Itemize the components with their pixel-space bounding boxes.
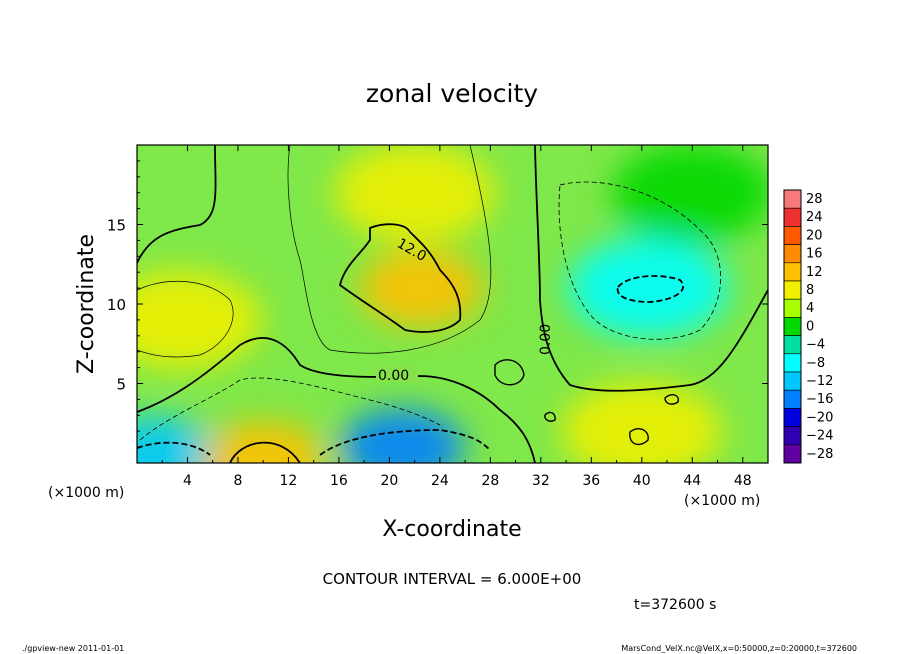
contour-label-bg-zero bbox=[376, 366, 418, 382]
colorbar-label: −12 bbox=[806, 374, 833, 389]
colorbar-swatch bbox=[783, 426, 802, 446]
contour-6-left bbox=[137, 280, 234, 358]
chart-title: zonal velocity bbox=[366, 79, 538, 108]
colorbar-swatch bbox=[783, 244, 802, 264]
colorbar-swatch bbox=[783, 226, 802, 245]
x-tick-label: 32 bbox=[532, 473, 550, 489]
colorbar-label: 28 bbox=[806, 192, 823, 207]
colorbar-swatch bbox=[783, 444, 802, 464]
footer-left: ./gpview-new 2011-01-01 bbox=[22, 644, 124, 653]
zero-contour-vertical bbox=[534, 145, 768, 392]
colorbar-swatch bbox=[783, 298, 802, 318]
x-tick-label: 40 bbox=[633, 473, 651, 489]
colorbar-swatch bbox=[783, 335, 802, 355]
colorbar-swatch bbox=[783, 189, 802, 209]
contour-neg12-right bbox=[616, 275, 684, 303]
contour-neg6-right bbox=[558, 181, 722, 340]
x-tick-label: 8 bbox=[233, 473, 242, 489]
field-feature-7 bbox=[334, 145, 496, 243]
x-tick-label: 28 bbox=[481, 473, 499, 489]
colorbar-swatch bbox=[783, 262, 802, 282]
contour-neg12-lower bbox=[137, 429, 491, 456]
contour-6-upper bbox=[287, 145, 492, 354]
contour-12-bottom bbox=[229, 441, 301, 463]
contour-small-islands bbox=[494, 359, 679, 446]
field-feature-2 bbox=[137, 270, 262, 370]
contour-label-zero-vertical: 0.00 bbox=[538, 324, 554, 355]
colorbar-label: 0 bbox=[806, 319, 814, 334]
y-tick-label: 15 bbox=[107, 217, 126, 235]
contour-label-zero: 0.00 bbox=[378, 368, 409, 384]
colorbar-label: −16 bbox=[806, 392, 833, 407]
x-tick-label: 36 bbox=[582, 473, 600, 489]
contour-neg6-lower bbox=[139, 377, 441, 441]
colorbar-label: 24 bbox=[806, 210, 823, 225]
colorbar-label: 8 bbox=[806, 283, 814, 298]
y-axis: 5 10 15 bbox=[107, 160, 768, 448]
x-tick-label: 24 bbox=[431, 473, 449, 489]
contour-12 bbox=[338, 223, 462, 333]
x-tick-label: 20 bbox=[380, 473, 398, 489]
colorbar-swatch bbox=[783, 207, 802, 227]
x-axis-label: X-coordinate bbox=[382, 517, 521, 542]
plot-area bbox=[137, 145, 768, 463]
field-feature-1 bbox=[567, 238, 729, 338]
colorbar-frame bbox=[783, 189, 802, 464]
field-feature-0 bbox=[358, 249, 484, 327]
colorbar-swatch bbox=[783, 371, 802, 391]
colorbar-swatch bbox=[783, 408, 802, 427]
velocity-field bbox=[137, 145, 768, 463]
colorbar-label: −8 bbox=[806, 356, 825, 371]
x-tick-label: 48 bbox=[734, 473, 752, 489]
time-stamp: t=372600 s bbox=[634, 597, 716, 613]
field-feature-3 bbox=[339, 408, 465, 463]
colorbar-swatch bbox=[783, 389, 802, 409]
x-tick-label: 16 bbox=[330, 473, 348, 489]
colorbar-label: −20 bbox=[806, 410, 833, 425]
colorbar-swatch bbox=[783, 353, 802, 373]
colorbar-swatch bbox=[783, 280, 802, 300]
field-feature-8 bbox=[611, 145, 768, 243]
field-feature-6 bbox=[200, 421, 326, 463]
colorbar-label: −4 bbox=[806, 338, 825, 353]
zero-contour-left bbox=[137, 145, 536, 463]
colorbar-label: −28 bbox=[806, 447, 833, 462]
x-tick-label: 44 bbox=[683, 473, 701, 489]
x-unit-left: (×1000 m) bbox=[48, 485, 124, 501]
footer-right: MarsCond_VelX.nc@VelX,x=0:50000,z=0:2000… bbox=[621, 644, 857, 653]
x-tick-label: 4 bbox=[183, 473, 192, 489]
contour-interval: CONTOUR INTERVAL = 6.000E+00 bbox=[323, 570, 582, 588]
colorbar-label: −24 bbox=[806, 429, 833, 444]
colorbar-swatch bbox=[783, 317, 802, 336]
colorbar-label: 4 bbox=[806, 301, 814, 316]
colorbar-label: 20 bbox=[806, 228, 823, 243]
colorbar-label: 16 bbox=[806, 247, 823, 262]
y-axis-label: Z-coordinate bbox=[74, 234, 99, 374]
field-feature-5 bbox=[561, 381, 723, 463]
colorbar-label: 12 bbox=[806, 265, 823, 280]
colorbar: 28 24 20 16 12 8 4 0 −4 −8 −12 −16 −20 −24 −28 bbox=[783, 189, 833, 464]
field-feature-4 bbox=[137, 416, 219, 463]
y-tick-label: 10 bbox=[107, 296, 126, 314]
x-tick-label: 12 bbox=[280, 473, 298, 489]
x-axis: 4 8 12 16 20 24 28 32 36 40 44 48 bbox=[161, 145, 752, 489]
y-tick-label: 5 bbox=[116, 376, 126, 394]
x-unit-right: (×1000 m) bbox=[684, 493, 760, 509]
